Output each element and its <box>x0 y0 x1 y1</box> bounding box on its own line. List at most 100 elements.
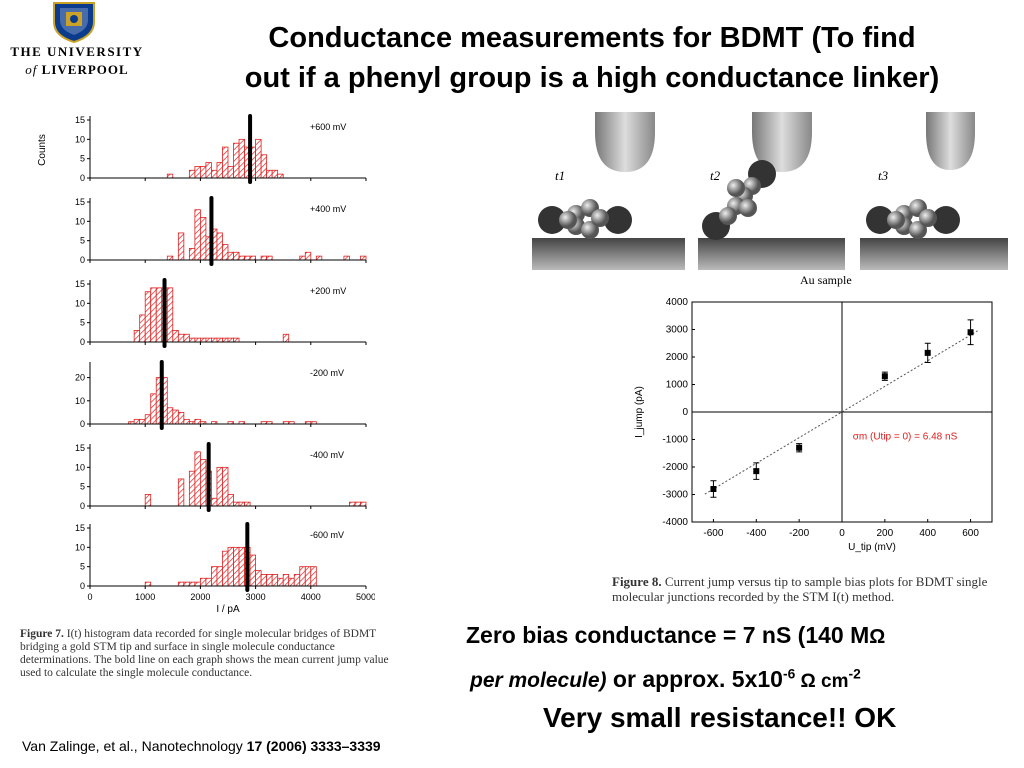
figure7-text: I(t) histogram data recorded for single … <box>20 628 389 679</box>
y-tick-label: -1000 <box>662 435 688 446</box>
x-tick-label: 400 <box>919 528 936 539</box>
y-tick-label: 0 <box>682 407 688 418</box>
histogram-bar <box>194 337 201 343</box>
y-tick-label: 15 <box>75 197 85 207</box>
histogram-bar <box>144 291 152 343</box>
histogram-bar <box>271 169 279 179</box>
panel-voltage-label: -400 mV <box>310 450 344 460</box>
histogram-bar <box>144 581 152 587</box>
summary-line2-text: or approx. 5x10 <box>606 666 783 692</box>
histogram-bar <box>188 337 196 343</box>
panel-voltage-label: -200 mV <box>310 368 344 378</box>
histogram-bar <box>255 138 262 179</box>
university-city: LIVERPOOL <box>41 62 129 77</box>
histogram-bar <box>354 501 361 507</box>
histogram-bar <box>227 546 234 587</box>
y-tick-label: 20 <box>75 373 85 383</box>
histogram-bar <box>282 333 290 343</box>
histogram-bar <box>266 573 273 587</box>
title-line2: out if a phenyl group is a high conducta… <box>244 62 940 94</box>
au-sample-label: Au sample <box>800 273 852 287</box>
university-name-line1: THE UNIVERSITY <box>10 44 144 59</box>
histogram-bar <box>222 244 229 261</box>
x-tick-label: 1000 <box>135 592 155 602</box>
histogram-panel: 0 5 10 15 +600 mV <box>75 114 367 184</box>
histogram-bar <box>260 573 268 587</box>
summary-line1: Zero bias conductance = 7 nS (140 MΩ <box>466 622 1024 649</box>
omega-symbol: Ω <box>869 626 886 648</box>
histogram-bar <box>227 493 234 507</box>
data-point <box>753 468 760 475</box>
t1-label: t1 <box>555 168 565 183</box>
histogram-panel: 0 10 20 -200 mV <box>75 360 367 430</box>
t2-label: t2 <box>710 168 721 183</box>
x-tick-label: 0 <box>839 528 845 539</box>
histogram-bar <box>271 573 279 587</box>
histogram-bar <box>288 577 295 587</box>
page-title: Conductance measurements for BDMT (To fi… <box>160 18 1024 98</box>
data-point <box>967 329 974 336</box>
histogram-bar <box>205 162 212 179</box>
summary-exp1: -6 <box>782 666 796 682</box>
y-tick-label: 2000 <box>666 352 689 363</box>
x-axis-label: I / pA <box>216 604 240 615</box>
panel-voltage-label: +400 mV <box>310 204 346 214</box>
y-tick-label: 4000 <box>666 297 689 308</box>
y-tick-label: 5 <box>80 562 85 572</box>
summary-line3: Very small resistance!! OK <box>543 702 897 733</box>
histogram-bar <box>349 501 356 507</box>
figure8-label: Figure 8. <box>612 574 662 589</box>
x-tick-label: -600 <box>703 528 723 539</box>
histogram-bar <box>139 418 146 425</box>
histogram-bar <box>222 337 229 343</box>
histogram-bar <box>360 255 367 261</box>
y-tick-label: 10 <box>75 542 85 552</box>
histogram-bar <box>188 470 196 507</box>
histogram-bar <box>216 232 223 261</box>
histogram-bar <box>177 478 185 507</box>
title-line1: Conductance measurements for BDMT (To fi… <box>268 22 916 54</box>
histogram-bar <box>188 581 196 587</box>
histogram-bar <box>194 418 201 425</box>
x-tick-label: 3000 <box>246 592 266 602</box>
histogram-bar <box>238 255 245 261</box>
y-tick-label: 0 <box>80 581 85 591</box>
histogram-bar <box>277 173 284 179</box>
histogram-bar <box>139 314 146 343</box>
histogram-bar <box>238 546 245 587</box>
histogram-bar <box>199 337 207 343</box>
histogram-bar <box>249 554 257 587</box>
x-tick-label: -400 <box>746 528 766 539</box>
histogram-bar <box>211 566 218 587</box>
y-tick-label: -3000 <box>662 490 688 501</box>
x-tick-label: 5000 <box>356 592 375 602</box>
histogram-bar <box>172 409 179 425</box>
x-tick-label: 600 <box>962 528 979 539</box>
y-tick-label: -4000 <box>662 517 688 528</box>
histogram-bar <box>199 166 207 179</box>
y-tick-label: 15 <box>75 115 85 125</box>
y-tick-label: 5 <box>80 154 85 164</box>
histogram-bar <box>205 577 212 587</box>
histogram-bar <box>266 169 273 179</box>
histogram-bar <box>166 407 174 425</box>
histogram-bar <box>183 333 190 343</box>
y-tick-label: 5 <box>80 236 85 246</box>
histogram-panel: 0 5 10 15 -400 mV <box>75 442 367 512</box>
summary-line1-text: Zero bias conductance = 7 nS (140 M <box>466 622 870 648</box>
summary-exp2: -2 <box>848 666 861 682</box>
histogram-panel: 0 5 10 15 -600 mV <box>75 522 367 592</box>
histogram-bar <box>166 255 174 261</box>
histogram-panel: 0 5 10 15 +200 mV <box>75 278 367 348</box>
stm-frame-t1: t1 <box>532 112 685 270</box>
histogram-bar <box>360 501 367 507</box>
y-tick-label: 0 <box>80 419 85 429</box>
y-tick-label: 0 <box>80 501 85 511</box>
histogram-bar <box>199 217 207 261</box>
y-tick-label: 5 <box>80 482 85 492</box>
histogram-bar <box>227 251 234 261</box>
university-of: of <box>25 62 38 77</box>
histogram-bar <box>233 501 240 507</box>
histogram-bar <box>211 169 218 179</box>
